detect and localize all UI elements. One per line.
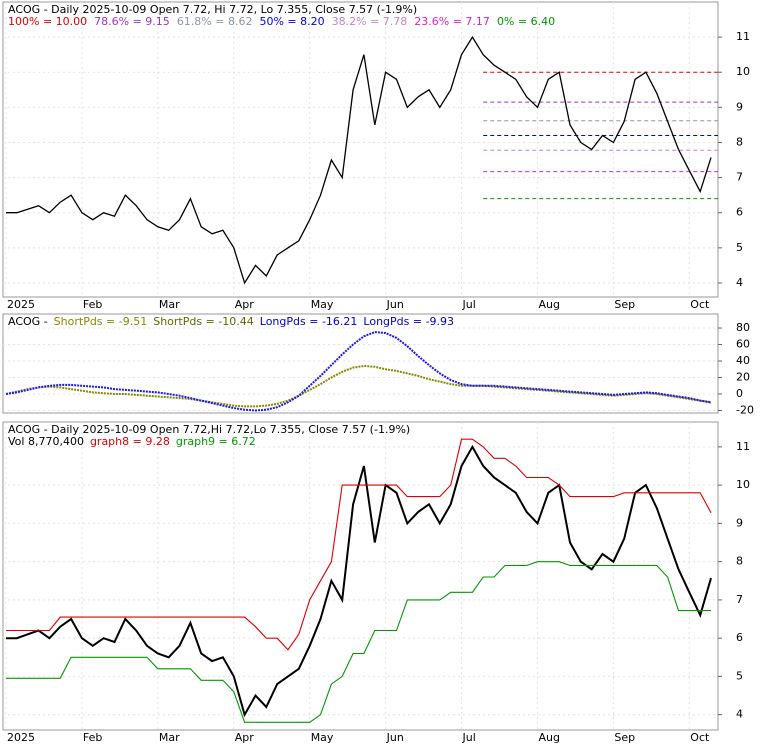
y-tick-label: -20: [736, 404, 754, 417]
y-tick-label: 7: [736, 593, 743, 606]
y-tick-label: 6: [736, 206, 743, 219]
y-tick-label: 6: [736, 631, 743, 644]
x-tick-label: Jun: [386, 731, 404, 744]
legend-item: 50% = 8.20: [259, 15, 324, 28]
x-tick-label: May: [311, 298, 334, 311]
chart-title: ACOG - Daily 2025-10-09 Open 7.72,Hi 7.7…: [8, 423, 410, 436]
x-tick-label: Feb: [83, 731, 102, 744]
series-line: [6, 561, 711, 723]
legend-item: ShortPds = -9.51: [54, 315, 148, 328]
series-line: [6, 35, 712, 285]
y-tick-label: 8: [736, 135, 743, 148]
y-tick-label: 8: [736, 555, 743, 568]
y-tick-label: 11: [736, 30, 750, 43]
plot-area: [2, 313, 719, 414]
legend-item: LongPds = -16.21: [260, 315, 358, 328]
x-tick-label: Oct: [690, 298, 710, 311]
legend-item: graph9 = 6.72: [176, 435, 256, 448]
y-tick-label: 60: [736, 338, 750, 351]
y-tick-label: 4: [736, 276, 743, 289]
x-tick-label: Aug: [538, 731, 559, 744]
y-tick-label: 5: [736, 669, 743, 682]
legend-item: 78.6% = 9.15: [94, 15, 170, 28]
x-tick-label: Oct: [690, 731, 710, 744]
x-tick-label: Mar: [159, 731, 180, 744]
x-tick-label: Sep: [614, 298, 635, 311]
plot-area: [2, 1, 719, 298]
y-tick-label: 11: [736, 440, 750, 453]
x-tick-label: Apr: [235, 731, 255, 744]
legend-item: 38.2% = 7.78: [332, 15, 408, 28]
y-tick-label: 4: [736, 708, 743, 721]
y-tick-label: 80: [736, 321, 750, 334]
legend-item: 100% = 10.00: [8, 15, 87, 28]
y-tick-label: 5: [736, 241, 743, 254]
y-tick-label: 40: [736, 354, 750, 367]
x-tick-label: Feb: [83, 298, 102, 311]
x-tick-label: Sep: [614, 731, 635, 744]
x-tick-label: Jul: [462, 731, 476, 744]
x-tick-label: 2025: [7, 731, 35, 744]
y-tick-label: 9: [736, 516, 743, 529]
legend-item: graph8 = 9.28: [90, 435, 170, 448]
legend-item: 0% = 6.40: [497, 15, 555, 28]
legend-item: 23.6% = 7.17: [414, 15, 490, 28]
legend-item: LongPds = -9.93: [363, 315, 454, 328]
subtitle: Vol 8,770,400: [8, 435, 84, 448]
legend: 100% = 10.00 78.6% = 9.15 61.8% = 8.62 50% …: [8, 15, 555, 28]
x-tick-label: Mar: [159, 298, 180, 311]
legend: ACOG - ShortPds = -9.51 ShortPds = -10.44 L…: [8, 315, 454, 328]
plot-area: [2, 421, 719, 731]
legend-item: ShortPds = -10.44: [153, 315, 254, 328]
y-tick-label: 20: [736, 371, 750, 384]
y-tick-label: 0: [736, 387, 743, 400]
y-tick-label: 10: [736, 65, 750, 78]
legend: Vol 8,770,400 graph8 = 9.28 graph9 = 6.72: [8, 435, 256, 448]
y-tick-label: 7: [736, 171, 743, 184]
x-tick-label: Jun: [386, 298, 404, 311]
x-tick-label: 2025: [7, 298, 35, 311]
x-tick-label: May: [311, 731, 334, 744]
series-line: [5, 331, 712, 412]
x-tick-label: Jul: [462, 298, 476, 311]
series-line: [6, 438, 712, 651]
legend-item: 61.8% = 8.62: [177, 15, 253, 28]
chart-title: ACOG - Daily 2025-10-09 Open 7.72, Hi 7.…: [8, 3, 417, 16]
y-tick-label: 9: [736, 100, 743, 113]
x-tick-label: Apr: [235, 298, 255, 311]
y-tick-label: 10: [736, 478, 750, 491]
x-tick-label: Aug: [538, 298, 559, 311]
legend-title: ACOG -: [8, 315, 48, 328]
